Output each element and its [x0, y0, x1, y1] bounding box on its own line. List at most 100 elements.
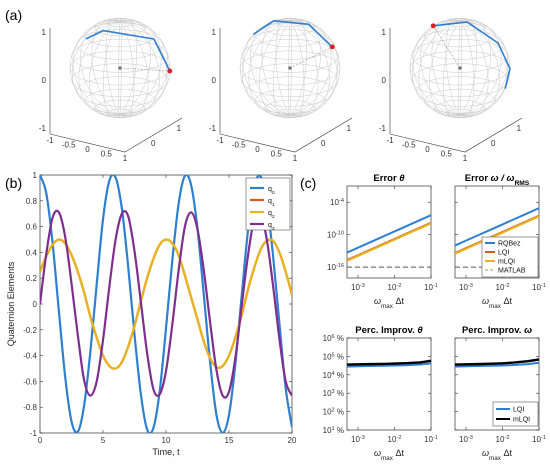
sphere-z-tick-label: 0	[382, 76, 387, 85]
sphere-x-tick-label: 0.5	[101, 150, 113, 159]
sphere-longitude-line	[241, 20, 339, 116]
sphere-x-tick-label: -0.5	[402, 141, 416, 150]
x-axis-label: Time, t	[152, 447, 180, 457]
x-axis-label: ωmax Δt	[482, 448, 512, 462]
sphere-longitude-line	[429, 18, 491, 118]
series-line-mLQI	[455, 358, 539, 366]
y-tick-label: -1	[30, 429, 38, 438]
sphere-axes-box	[219, 117, 353, 153]
sphere-trajectory-arc	[432, 21, 511, 89]
series-line-LQI	[347, 362, 431, 368]
sphere-panels: -1 -0.5 0 0.5 1 0 1 1 0 -1 -1 -0.5 0 0.5 1 0 1 1 0 -1 -1 -0.5…	[39, 17, 523, 163]
y-tick-label: 1	[33, 171, 38, 180]
x-tick-label: 15	[225, 436, 234, 445]
series-line-RQBez	[455, 207, 539, 247]
error-theta-chart: Error θ 10-3 10-2 10-1 ωmax Δt 10-16 10-10 10-4	[327, 173, 438, 310]
panel-label-b: (b)	[5, 175, 22, 191]
sphere-radius-line	[289, 46, 333, 69]
y-tick-label: 10-16	[327, 263, 344, 272]
sphere-longitude-line	[248, 19, 332, 117]
legend-label-q1: q1	[268, 198, 275, 208]
legend-label-LQI: LQI	[513, 407, 524, 414]
y-tick-label: 0.8	[26, 197, 38, 206]
series-line-q3	[40, 209, 292, 399]
sphere-radius-line	[119, 67, 170, 72]
sphere-axes-box	[49, 117, 183, 153]
sphere-longitude-line	[71, 20, 169, 116]
x-tick-label: 10-1	[532, 283, 546, 292]
sphere-x-tick-label: -1	[386, 136, 394, 145]
sphere-y-tick-label: 1	[347, 124, 352, 133]
sphere-current-point	[329, 44, 335, 50]
series-line-LQI	[455, 361, 539, 368]
x-tick-label: 10	[162, 436, 171, 445]
sphere-z-tick-label: -1	[39, 124, 47, 133]
x-tick-label: 10-2	[388, 435, 402, 444]
y-tick-label: 10-4	[330, 198, 344, 207]
sphere-center-dot	[118, 66, 122, 70]
sphere-longitude-line	[105, 17, 135, 119]
x-axis-label: ωmax Δt	[482, 296, 512, 310]
sphere-z-tick-label: 1	[382, 28, 387, 37]
chart-title: Perc. Improv. θ	[355, 325, 423, 336]
x-tick-label: 20	[288, 436, 297, 445]
y-tick-label: 102 %	[323, 408, 344, 417]
sphere-z-tick-label: 0	[42, 76, 47, 85]
sphere-longitude-line	[118, 17, 122, 119]
sphere-current-point	[167, 68, 173, 74]
chart-legend	[492, 401, 539, 427]
sphere-z-tick-label: 0	[212, 76, 217, 85]
sphere-x-tick-label: 0	[255, 145, 260, 154]
legend-label-q3: q3	[268, 222, 275, 232]
x-tick-label: 10-3	[351, 283, 365, 292]
sphere-longitude-line	[288, 17, 292, 119]
sphere-longitude-line	[275, 17, 305, 119]
x-tick-label: 10-3	[459, 435, 473, 444]
y-tick-label: 0.6	[26, 223, 38, 232]
sphere-longitude-line	[458, 17, 462, 119]
x-tick-label: 10-2	[496, 283, 510, 292]
chart-title: Perc. Improv. ω	[462, 325, 532, 336]
x-tick-label: 10-3	[459, 283, 473, 292]
sphere-x-tick-label: 1	[463, 154, 468, 163]
y-axis-label: Quaternion Elements	[6, 261, 16, 346]
sphere-x-tick-label: -0.5	[62, 141, 76, 150]
series-line-mLQI	[455, 215, 539, 255]
sphere-axes-box	[389, 117, 523, 153]
legend-label-MATLAB: MATLAB	[498, 268, 526, 275]
sphere-longitude-line	[80, 19, 160, 117]
y-tick-label: 104 %	[323, 371, 344, 380]
sphere-longitude-line	[259, 18, 321, 118]
y-tick-label: 10-10	[327, 231, 344, 240]
error-omega-chart: Error ω / ωRMS 10-3 10-2 10-1 ωmax Δt RQBez LQ…	[454, 173, 546, 310]
series-line-mLQI	[347, 222, 431, 262]
sphere-longitude-line	[411, 20, 509, 116]
sphere-longitude-line	[78, 19, 162, 117]
sphere-latitude-line	[424, 88, 496, 114]
sphere-y-tick-label: 1	[177, 124, 182, 133]
sphere-radius-line	[432, 25, 461, 69]
x-tick-label: 5	[101, 436, 106, 445]
sphere-y-tick-label: 1	[517, 124, 522, 133]
quaternion-chart: 0 5 10 15 20 -1 -0.8 -0.6 -0.4 -0.2 0 0.2 0.4 0.6 0.8 1…	[6, 171, 297, 457]
sphere-y-tick-label: 0	[491, 139, 496, 148]
sphere-longitude-line	[69, 20, 171, 116]
y-tick-label: -0.2	[23, 326, 37, 335]
sphere-longitude-line	[409, 20, 511, 116]
sphere-x-tick-label: -1	[216, 136, 224, 145]
sphere-x-tick-label: -0.5	[232, 141, 246, 150]
series-line-q2	[40, 238, 292, 370]
sphere-center-dot	[288, 66, 292, 70]
legend-label-q0: q0	[268, 186, 275, 196]
sphere-y-tick-label: 0	[151, 139, 156, 148]
y-tick-label: 0.4	[26, 248, 38, 257]
sphere-z-tick-label: -1	[209, 124, 217, 133]
y-tick-label: 105 %	[323, 352, 344, 361]
legend-label-mLQI: mLQI	[513, 417, 530, 424]
improv-omega-chart: Perc. Improv. ω 10-3 10-2 10-1 ωmax Δt LQI mLQ…	[454, 325, 546, 462]
sphere-x-tick-label: 0.5	[441, 150, 453, 159]
y-tick-label: 0	[33, 300, 38, 309]
x-tick-label: 10-1	[424, 435, 438, 444]
sphere-1: -1 -0.5 0 0.5 1 0 1 1 0 -1	[39, 17, 183, 163]
